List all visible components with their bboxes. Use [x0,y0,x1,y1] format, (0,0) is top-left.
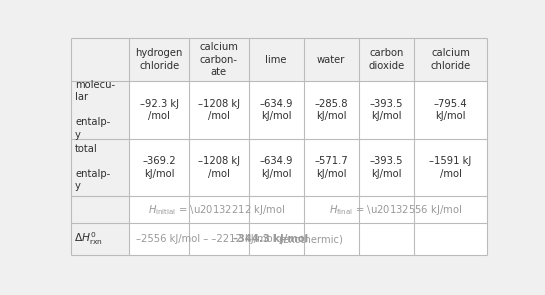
Text: –369.2
kJ/mol: –369.2 kJ/mol [142,156,176,179]
Text: carbon
dioxide: carbon dioxide [368,48,404,71]
Text: –571.7
kJ/mol: –571.7 kJ/mol [314,156,348,179]
Text: $\mathit{H}_{\mathrm{final}}$ = \u20132556 kJ/mol: $\mathit{H}_{\mathrm{final}}$ = \u201325… [329,203,462,217]
Text: lime: lime [265,55,287,65]
Text: –344.3 kJ/mol: –344.3 kJ/mol [233,234,308,244]
Text: –393.5
kJ/mol: –393.5 kJ/mol [370,99,403,121]
Text: –1208 kJ
/mol: –1208 kJ /mol [198,99,240,121]
Text: molecu-
lar

entalp-
y: molecu- lar entalp- y [75,80,115,140]
Bar [249,38,304,81]
Bar [129,196,189,223]
Bar [414,139,487,196]
Bar [304,223,359,255]
Bar [414,223,487,255]
Text: total

entalp-
y: total entalp- y [75,144,110,191]
Text: calcium
carbon-
ate: calcium carbon- ate [199,42,238,77]
Bar [249,139,304,196]
Bar [71,139,129,196]
Bar [414,81,487,139]
Text: (exothermic): (exothermic) [276,234,342,244]
Bar [129,81,189,139]
Bar [249,81,304,139]
Bar [359,81,414,139]
Text: –634.9
kJ/mol: –634.9 kJ/mol [259,156,293,179]
Bar [129,223,189,255]
Bar [249,196,304,223]
Bar [249,223,304,255]
Text: –92.3 kJ
/mol: –92.3 kJ /mol [140,99,179,121]
Bar [359,139,414,196]
Bar [189,81,249,139]
Text: –1208 kJ
/mol: –1208 kJ /mol [198,156,240,179]
Text: hydrogen
chloride: hydrogen chloride [136,48,183,71]
Text: –285.8
kJ/mol: –285.8 kJ/mol [314,99,348,121]
Text: –393.5
kJ/mol: –393.5 kJ/mol [370,156,403,179]
Bar [71,196,129,223]
Text: $\Delta H^0_{\mathrm{rxn}}$: $\Delta H^0_{\mathrm{rxn}}$ [74,231,103,248]
Bar [129,139,189,196]
Bar [359,196,414,223]
Bar [359,38,414,81]
Text: –2556 kJ/mol – –2212 kJ/mol =: –2556 kJ/mol – –2212 kJ/mol = [136,234,290,244]
Text: –795.4
kJ/mol: –795.4 kJ/mol [434,99,468,121]
Bar [189,139,249,196]
Text: water: water [317,55,346,65]
Bar [304,196,359,223]
Bar [304,38,359,81]
Bar [304,81,359,139]
Bar [189,223,249,255]
Bar [129,38,189,81]
Bar [189,38,249,81]
Bar [189,196,249,223]
Text: –1591 kJ
/mol: –1591 kJ /mol [429,156,472,179]
Text: $\mathit{H}_{\mathrm{initial}}$ = \u20132212 kJ/mol: $\mathit{H}_{\mathrm{initial}}$ = \u2013… [148,203,285,217]
Bar [359,223,414,255]
Bar [304,139,359,196]
Bar [71,81,129,139]
Bar [71,38,129,81]
Bar [414,38,487,81]
Bar [71,223,129,255]
Text: calcium
chloride: calcium chloride [431,48,471,71]
Bar [414,196,487,223]
Text: –634.9
kJ/mol: –634.9 kJ/mol [259,99,293,121]
